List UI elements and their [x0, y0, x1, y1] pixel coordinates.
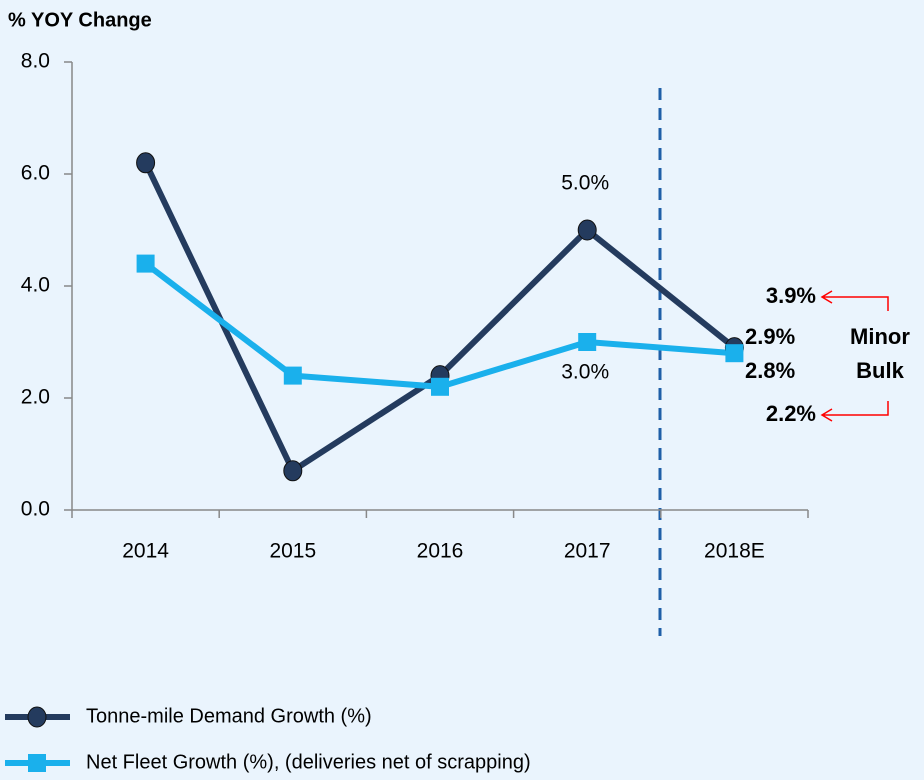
- legend-label: Net Fleet Growth (%), (deliveries net of…: [86, 751, 531, 773]
- point: [577, 219, 597, 241]
- data-label: 5.0%: [561, 172, 609, 195]
- bracket-label: Minor: [850, 324, 910, 349]
- chart-title: % YOY Change: [8, 9, 152, 31]
- x-tick-label: 2014: [122, 540, 169, 563]
- x-tick-label: 2018E: [704, 540, 765, 563]
- bracket: [848, 401, 889, 416]
- x-tick-label: 2017: [564, 540, 611, 563]
- annotation: 3.9%: [766, 283, 816, 308]
- point: [136, 152, 156, 174]
- y-tick-label: 6.0: [21, 162, 50, 185]
- y-tick-label: 2.0: [21, 386, 50, 409]
- point: [283, 366, 302, 385]
- point: [578, 333, 597, 351]
- legend-marker: [27, 706, 47, 728]
- x-tick-label: 2016: [417, 540, 464, 563]
- point: [725, 344, 744, 363]
- y-tick-label: 0.0: [21, 498, 50, 521]
- data-label: 3.0%: [561, 361, 609, 384]
- y-tick-label: 8.0: [21, 50, 50, 73]
- series-line: [142, 161, 737, 476]
- annotation: 2.2%: [766, 401, 816, 426]
- point: [283, 460, 303, 482]
- arrow: [820, 290, 848, 304]
- point: [431, 377, 449, 396]
- bracket-label: Bulk: [856, 358, 904, 383]
- arrow: [820, 408, 848, 422]
- y-tick-label: 4.0: [21, 274, 50, 297]
- bracket: [848, 296, 889, 311]
- x-tick-label: 2015: [269, 540, 316, 563]
- point: [136, 254, 155, 273]
- data-label: 2.8%: [745, 358, 795, 383]
- legend-label: Tonne-mile Demand Growth (%): [86, 705, 372, 727]
- data-label: 2.9%: [745, 324, 795, 349]
- legend-marker: [28, 754, 46, 772]
